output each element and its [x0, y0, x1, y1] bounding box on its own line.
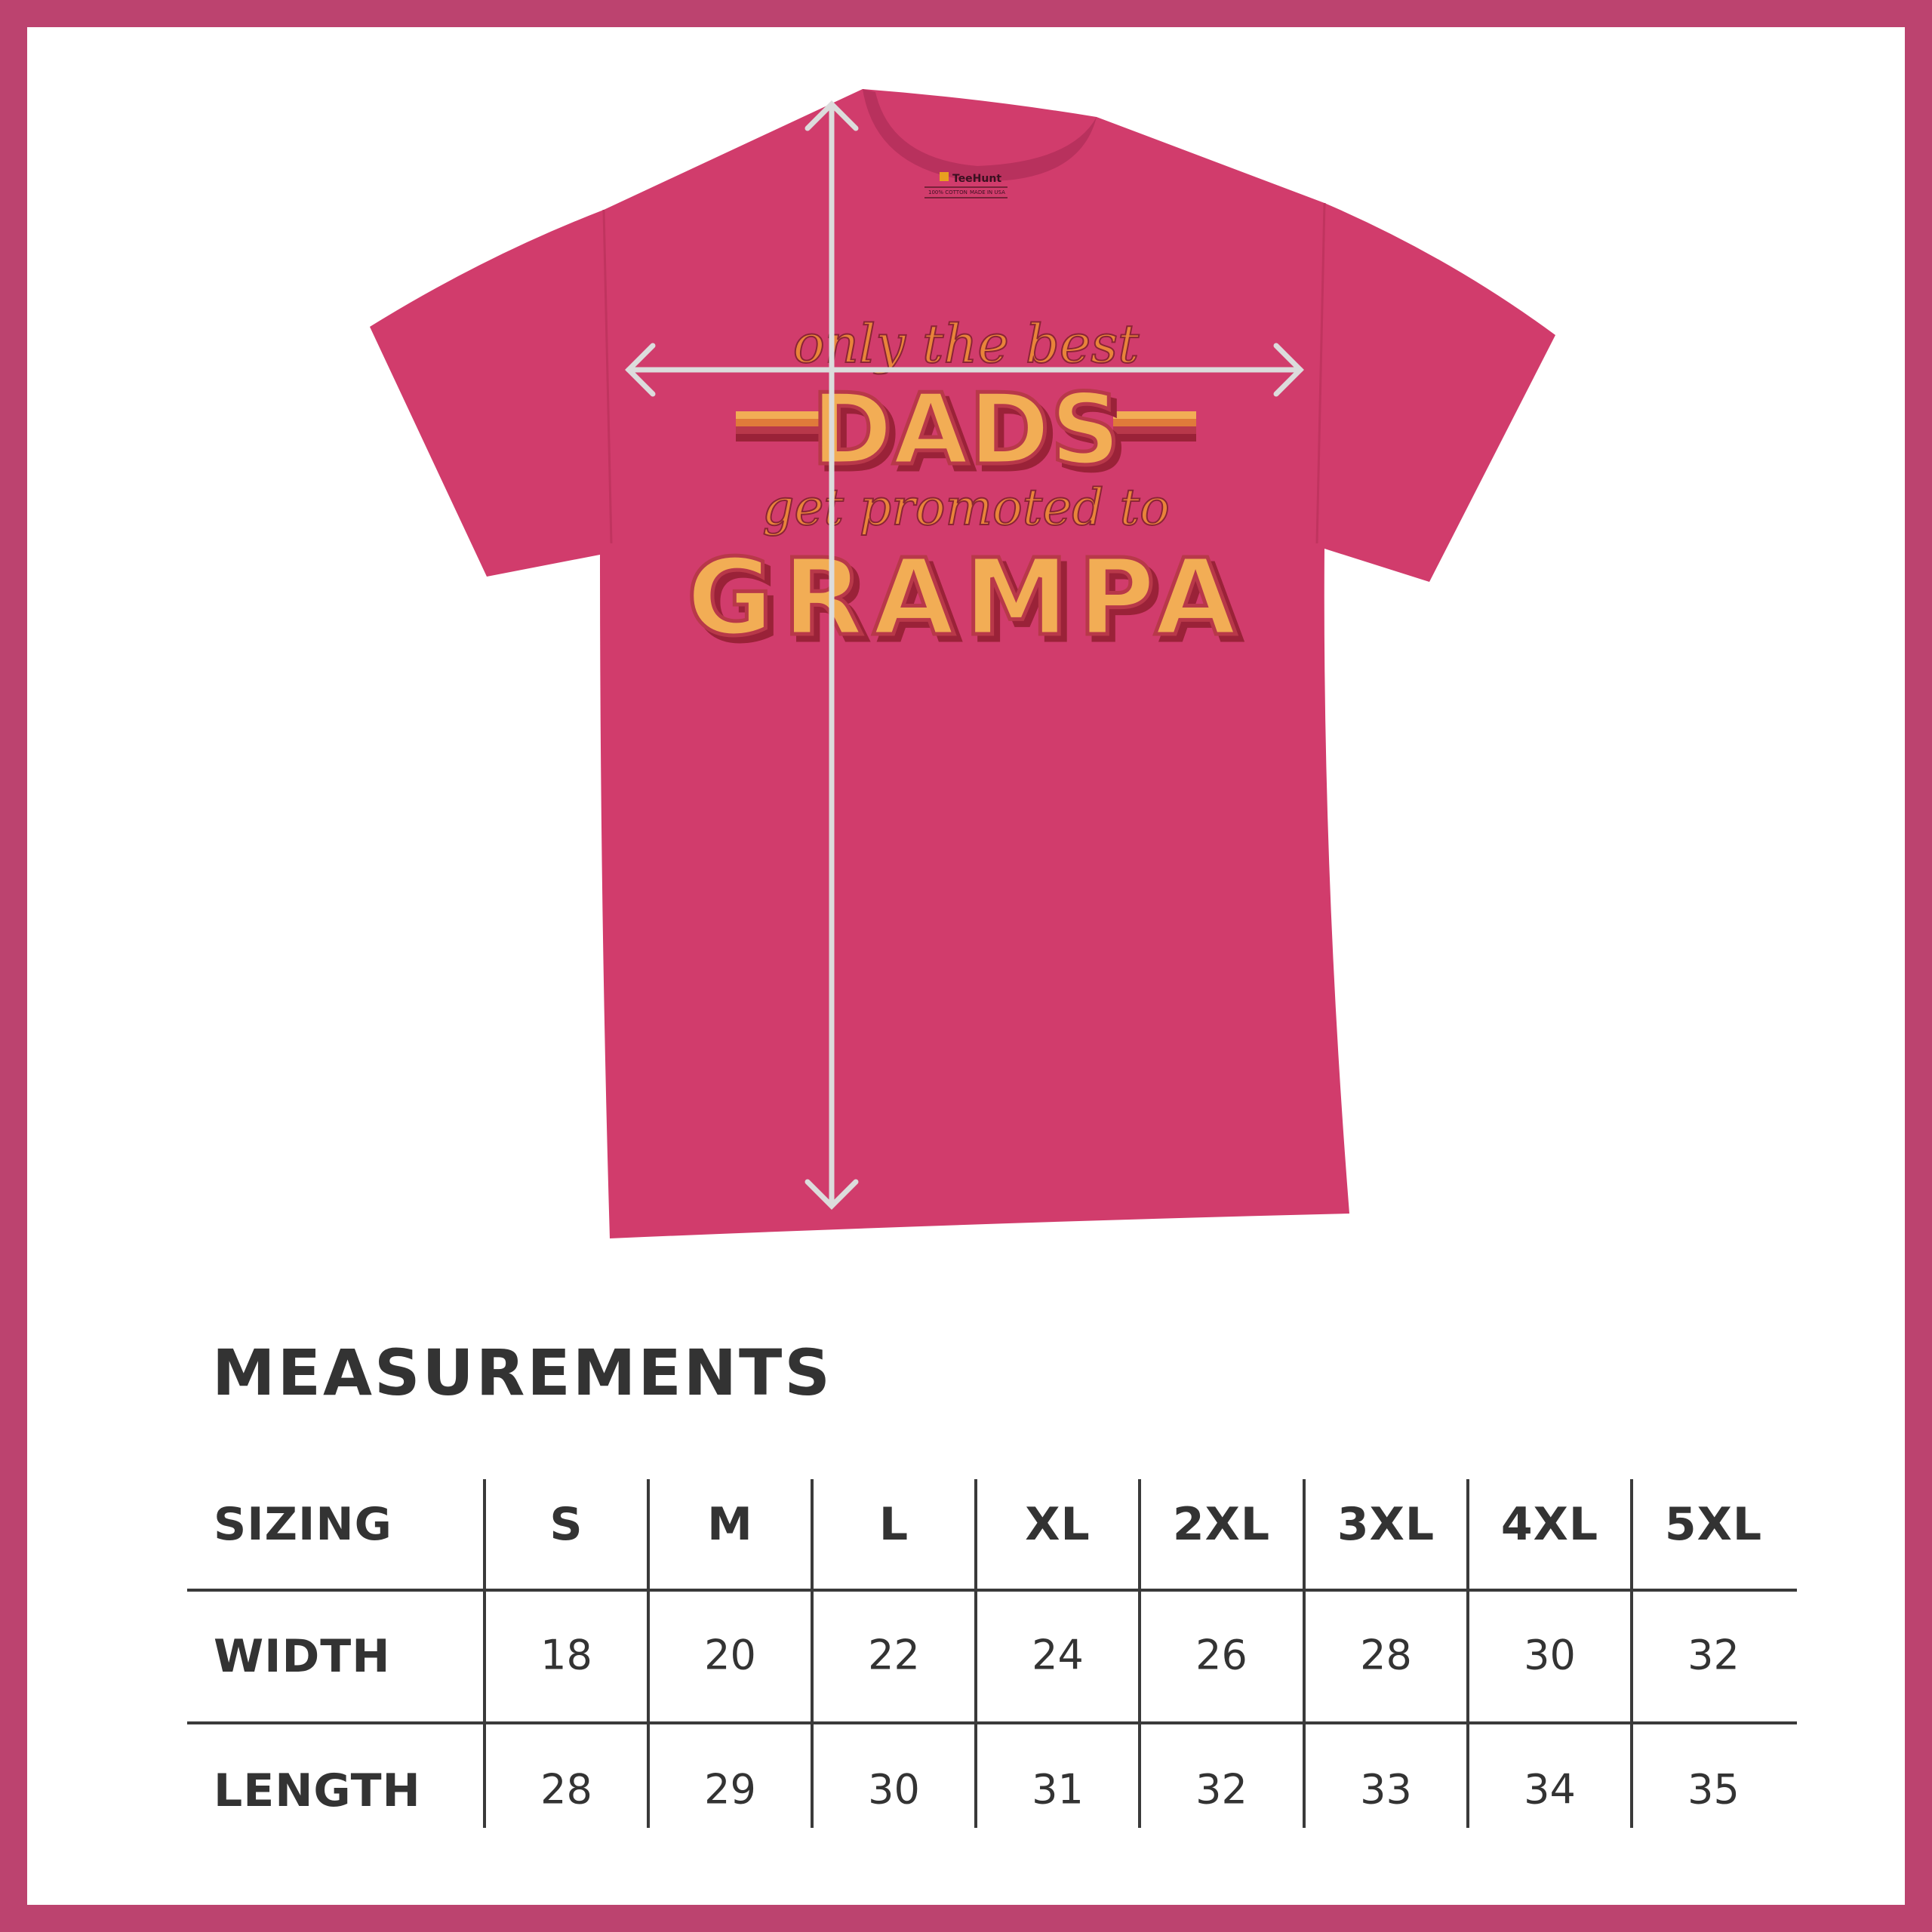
- width-arrow-icon: [625, 343, 1304, 397]
- label-origin: MADE IN USA: [970, 189, 1005, 195]
- width-value: 28: [1360, 1631, 1412, 1679]
- column-divider: [1630, 1479, 1633, 1828]
- column-divider: [483, 1479, 486, 1828]
- design-line3: get promoted to: [762, 478, 1170, 537]
- row-label-width: WIDTH: [214, 1630, 391, 1683]
- size-header: L: [878, 1498, 909, 1551]
- size-header: M: [707, 1498, 753, 1551]
- neck-label: TeeHunt 100% COTTON MADE IN USA: [924, 172, 1008, 198]
- length-value: 33: [1360, 1765, 1412, 1814]
- column-divider: [974, 1479, 977, 1828]
- width-value: 22: [868, 1631, 920, 1679]
- row-label-length: LENGTH: [214, 1764, 421, 1817]
- table-divider: [187, 1721, 1797, 1724]
- width-value: 18: [540, 1631, 592, 1679]
- header-label-sizing: SIZING: [214, 1498, 392, 1551]
- label-material: 100% COTTON: [928, 189, 968, 195]
- width-value: 20: [704, 1631, 756, 1679]
- length-value: 30: [868, 1765, 920, 1814]
- label-brand: TeeHunt: [952, 173, 1001, 185]
- size-header: 2XL: [1172, 1498, 1271, 1551]
- column-divider: [1466, 1479, 1469, 1828]
- length-arrow-icon: [804, 100, 859, 1210]
- table-divider: [187, 1589, 1797, 1592]
- design-line2: DADS: [811, 372, 1121, 487]
- width-value: 26: [1195, 1631, 1247, 1679]
- length-value: 35: [1687, 1765, 1740, 1814]
- column-divider: [1138, 1479, 1141, 1828]
- column-divider: [811, 1479, 814, 1828]
- length-value: 29: [704, 1765, 756, 1814]
- width-value: 24: [1032, 1631, 1084, 1679]
- length-value: 31: [1032, 1765, 1084, 1814]
- size-header: S: [549, 1498, 583, 1551]
- size-header: 5XL: [1664, 1498, 1763, 1551]
- length-value: 32: [1195, 1765, 1247, 1814]
- length-value: 28: [540, 1765, 592, 1814]
- size-header: XL: [1025, 1498, 1091, 1551]
- column-divider: [647, 1479, 650, 1828]
- column-divider: [1303, 1479, 1306, 1828]
- design-line1: only the best: [793, 313, 1140, 375]
- size-header: 3XL: [1337, 1498, 1435, 1551]
- tshirt-body: [370, 89, 1555, 1238]
- measurements-title: MEASUREMENTS: [212, 1336, 832, 1410]
- shirt-design: only the best DADS get promoted to GRAMP…: [685, 312, 1246, 662]
- length-value: 34: [1524, 1765, 1576, 1814]
- design-line4: GRAMPA: [687, 537, 1246, 660]
- tshirt-image: TeeHunt 100% COTTON MADE IN USA only the…: [370, 89, 1555, 1238]
- width-value: 32: [1687, 1631, 1740, 1679]
- width-value: 30: [1524, 1631, 1576, 1679]
- size-header: 4XL: [1500, 1498, 1599, 1551]
- tshirt-collar: [863, 89, 1097, 182]
